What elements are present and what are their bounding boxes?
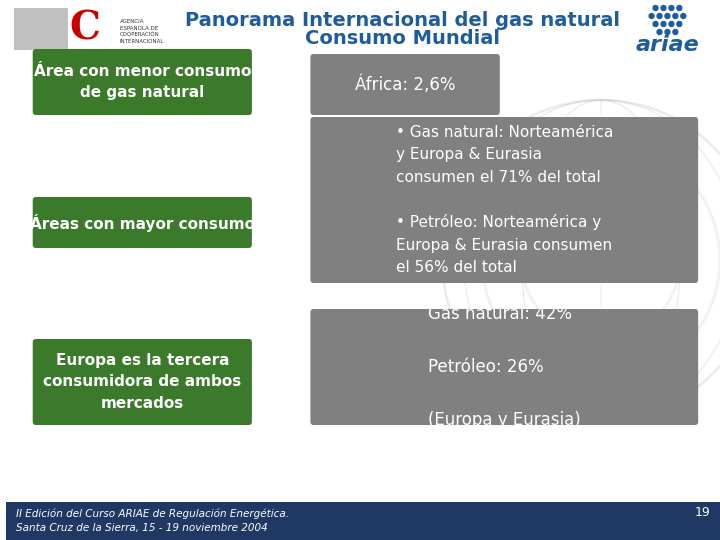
Text: Panorama Internacional del gas natural: Panorama Internacional del gas natural: [185, 10, 620, 30]
FancyBboxPatch shape: [32, 49, 252, 115]
Circle shape: [669, 5, 674, 10]
Text: África: 2,6%: África: 2,6%: [355, 75, 455, 94]
Circle shape: [661, 5, 666, 10]
FancyBboxPatch shape: [32, 197, 252, 248]
Circle shape: [677, 5, 682, 10]
Text: ariae: ariae: [636, 35, 699, 55]
Text: • Gas natural: Norteamérica
y Europa & Eurasia
consumen el 71% del total

• Petr: • Gas natural: Norteamérica y Europa & E…: [395, 125, 613, 275]
FancyBboxPatch shape: [310, 117, 698, 283]
FancyBboxPatch shape: [32, 339, 252, 425]
Text: Área con menor consumo
de gas natural: Área con menor consumo de gas natural: [34, 64, 251, 100]
Circle shape: [665, 14, 670, 18]
Text: II Edición del Curso ARIAE de Regulación Energética.
Santa Cruz de la Sierra, 15: II Edición del Curso ARIAE de Regulación…: [16, 509, 289, 534]
Text: Áreas con mayor consumo: Áreas con mayor consumo: [30, 213, 255, 232]
FancyBboxPatch shape: [6, 502, 720, 540]
Circle shape: [653, 22, 658, 26]
FancyBboxPatch shape: [14, 8, 68, 50]
Circle shape: [657, 30, 662, 35]
Circle shape: [673, 14, 678, 18]
FancyBboxPatch shape: [310, 309, 698, 425]
Circle shape: [669, 22, 674, 26]
Text: Europa es la tercera
consumidora de ambos
mercados: Europa es la tercera consumidora de ambo…: [43, 354, 241, 410]
Circle shape: [677, 22, 682, 26]
Circle shape: [661, 22, 666, 26]
Circle shape: [649, 14, 654, 18]
FancyBboxPatch shape: [310, 54, 500, 115]
Text: C: C: [70, 10, 101, 48]
Circle shape: [657, 14, 662, 18]
Text: 19: 19: [694, 505, 710, 518]
Circle shape: [681, 14, 685, 18]
Circle shape: [653, 5, 658, 10]
Text: AGENCIA
ESPAÑOLA DE
COOPERACIÓN
INTERNACIONAL: AGENCIA ESPAÑOLA DE COOPERACIÓN INTERNAC…: [120, 19, 164, 44]
Text: Consumo Mundial: Consumo Mundial: [305, 29, 500, 48]
Circle shape: [673, 30, 678, 35]
Circle shape: [665, 30, 670, 35]
Text: Gas natural: 42%

Petróleo: 26%

(Europa y Eurasia): Gas natural: 42% Petróleo: 26% (Europa y…: [428, 305, 580, 429]
